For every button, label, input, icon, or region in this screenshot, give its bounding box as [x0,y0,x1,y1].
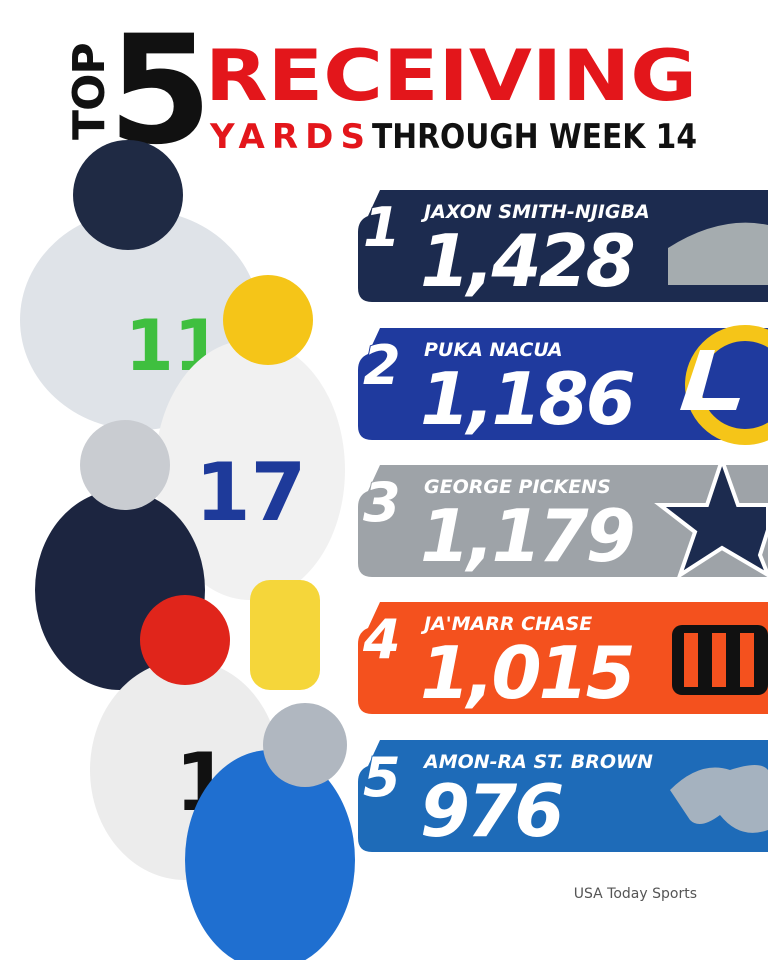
ranking-bar [358,602,768,714]
rank: 1 [363,196,401,259]
team-logo [684,633,698,687]
team-logo [668,222,768,285]
player-photos: 11 17 1 [20,140,355,960]
ranking-bar [358,740,768,852]
player-helmet [80,420,170,510]
ranking-bar [358,465,768,577]
player-helmet [263,703,347,787]
player-name: JA'MARR CHASE [420,613,592,635]
player-helmet [223,275,313,365]
player-name: GEORGE PICKENS [424,476,611,498]
player-pants [250,580,320,690]
receiving-yards: 976 [420,769,562,853]
player-helmet [140,595,230,685]
team-logo [740,633,754,687]
rank: 3 [363,471,401,534]
ranking-bar [358,328,768,440]
header-subtitle: THROUGH WEEK 14 [372,117,697,157]
receiving-yards: 1,015 [420,631,633,715]
team-logo [712,633,726,687]
player-name: PUKA NACUA [424,339,563,361]
team-logo [654,453,768,580]
ranking-bar [358,190,768,302]
receiving-yards: 1,179 [420,494,633,578]
receiving-yards: 1,428 [420,219,634,303]
rank: 2 [363,334,401,397]
team-logo [670,765,768,833]
team-logo [680,350,740,410]
jersey-number-art: 17 [195,446,306,539]
player-name: JAXON SMITH-NJIGBA [420,201,650,223]
credit: USA Today Sports [574,886,697,902]
header-title: RECEIVING [205,35,697,117]
player-jersey [185,750,355,960]
rank: 4 [362,608,401,671]
header-top: TOP [64,43,115,140]
player-jersey [155,340,345,600]
player-name: AMON-RA ST. BROWN [422,751,653,773]
rank: 5 [363,746,401,809]
player-helmet [73,140,183,250]
receiving-yards: 1,186 [420,357,634,441]
